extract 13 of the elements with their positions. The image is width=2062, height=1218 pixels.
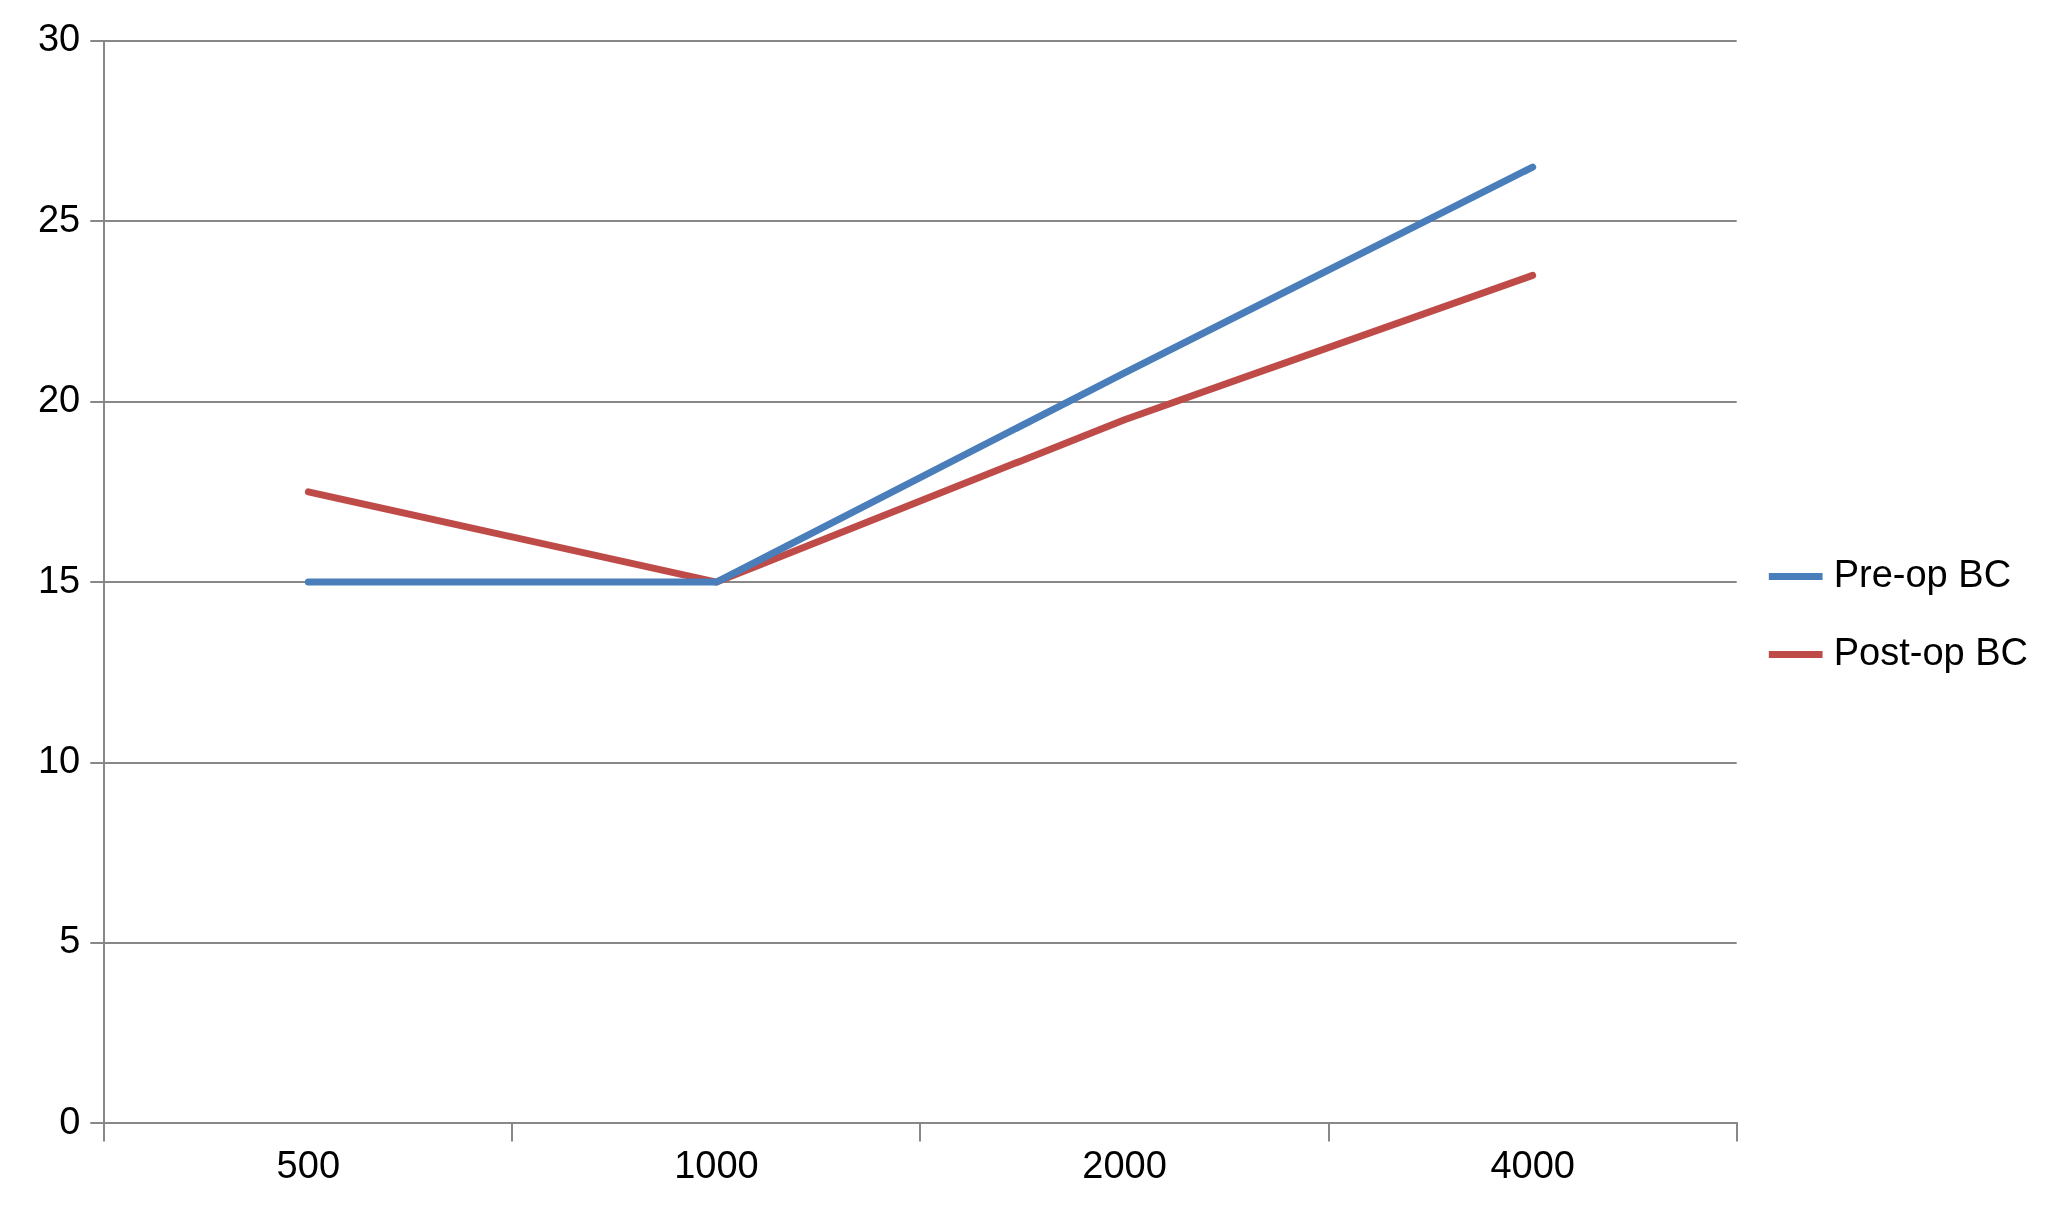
x-tick-label: 4000 — [1490, 1143, 1575, 1186]
y-tick-label: 15 — [37, 558, 81, 601]
legend-label: Pre-op BC — [1833, 552, 2012, 595]
y-tick-label: 25 — [37, 197, 81, 240]
legend-label: Post-op BC — [1833, 630, 2029, 673]
y-tick-label: 20 — [37, 378, 81, 421]
x-tick-label: 500 — [276, 1143, 341, 1186]
y-tick-label: 10 — [37, 739, 81, 782]
y-tick-label: 5 — [59, 919, 81, 962]
y-tick-label: 0 — [59, 1099, 81, 1142]
x-tick-label: 1000 — [674, 1143, 759, 1186]
y-tick-label: 30 — [37, 17, 81, 60]
x-tick-label: 2000 — [1082, 1143, 1167, 1186]
